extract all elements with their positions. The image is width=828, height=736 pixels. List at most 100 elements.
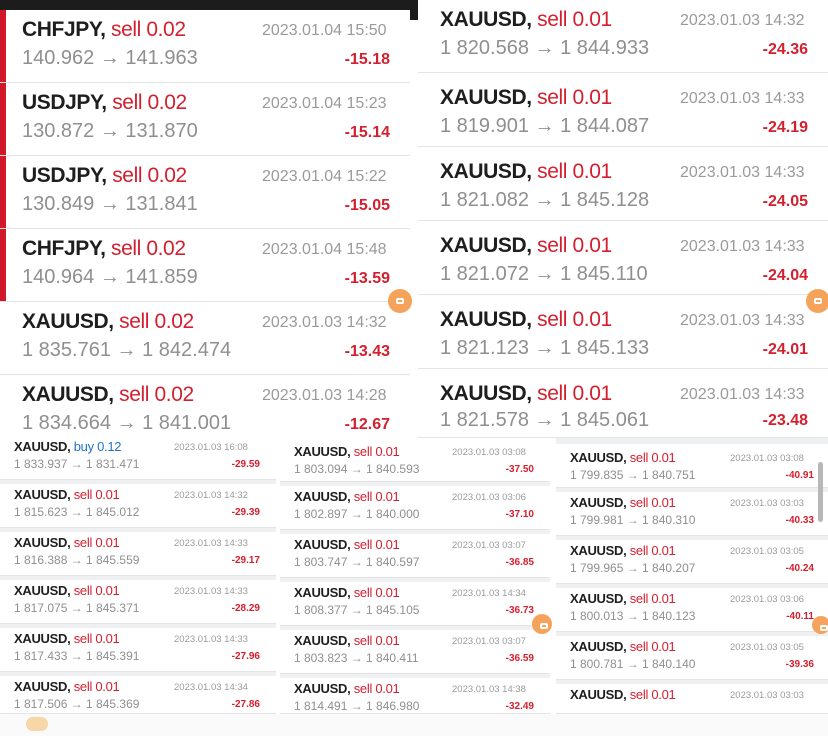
trade-datetime: 2023.01.04 15:48 — [262, 241, 387, 258]
trade-profit: -29.59 — [231, 459, 260, 470]
trade-symbol: XAUUSD, sell 0.01 — [294, 489, 400, 504]
trade-profit: -23.48 — [762, 412, 808, 429]
trade-row[interactable]: XAUUSD, sell 0.01 1 803.747 → 1 840.597 … — [280, 534, 550, 578]
trade-row[interactable]: XAUUSD, sell 0.01 1 821.082 → 1 845.128 … — [418, 147, 828, 221]
edit-icon[interactable] — [812, 616, 828, 634]
trade-symbol: XAUUSD, sell 0.01 — [440, 234, 612, 257]
edit-icon[interactable] — [388, 289, 412, 313]
trade-prices: 1 819.901 → 1 844.087 — [440, 115, 650, 137]
trade-symbol: XAUUSD, sell 0.01 — [294, 681, 400, 696]
trade-symbol: XAUUSD, sell 0.01 — [294, 585, 400, 600]
trade-action: sell 0.01 — [73, 535, 120, 550]
trade-profit: -15.14 — [344, 124, 390, 141]
trade-row[interactable]: XAUUSD, sell 0.01 1 800.781 → 1 840.140 … — [556, 636, 828, 680]
edit-icon[interactable] — [532, 614, 552, 634]
trade-prices: 1 799.835 → 1 840.751 — [570, 468, 696, 482]
trade-symbol: CHFJPY, sell 0.02 — [22, 237, 186, 260]
trade-profit: -13.59 — [344, 270, 390, 287]
trade-action: sell 0.01 — [353, 681, 400, 696]
trade-row[interactable]: XAUUSD, sell 0.01 1 817.075 → 1 845.371 … — [0, 580, 276, 624]
trade-prices: 1 833.937 → 1 831.471 — [14, 457, 140, 471]
trade-row[interactable]: XAUUSD, sell 0.01 1 802.897 → 1 840.000 … — [280, 486, 550, 530]
trade-datetime: 2023.01.03 03:06 — [452, 492, 526, 503]
trade-datetime: 2023.01.03 03:05 — [730, 642, 804, 653]
trade-prices: 1 803.823 → 1 840.411 — [294, 651, 419, 665]
trade-row[interactable]: XAUUSD, sell 0.01 1 817.506 → 1 845.369 … — [0, 676, 276, 714]
trade-row[interactable]: XAUUSD, sell 0.01 1 819.901 → 1 844.087 … — [418, 73, 828, 147]
trade-prices: 1 800.013 → 1 840.123 — [570, 609, 696, 623]
trade-profit: -24.01 — [762, 341, 808, 358]
trade-list-panel-2: XAUUSD, sell 0.01 1 820.568 → 1 844.933 … — [418, 0, 828, 438]
trade-prices: 1 814.491 → 1 846.980 — [294, 699, 420, 713]
trade-prices: 140.962 → 141.963 — [22, 47, 198, 69]
trade-profit: -15.05 — [344, 197, 390, 214]
trade-profit: -40.33 — [785, 515, 814, 526]
trade-row[interactable]: XAUUSD, sell 0.01 1 821.578 → 1 845.061 … — [418, 369, 828, 438]
trade-profit: -29.39 — [231, 507, 260, 518]
edit-icon[interactable] — [806, 289, 828, 313]
trade-profit: -27.96 — [231, 651, 260, 662]
trade-profit: -15.18 — [344, 51, 390, 68]
trade-datetime: 2023.01.03 03:03 — [730, 498, 804, 509]
trade-datetime: 2023.01.03 14:34 — [452, 588, 526, 599]
trade-action: sell 0.01 — [353, 489, 400, 504]
trade-prices: 1 821.082 → 1 845.128 — [440, 189, 650, 211]
trade-prices: 1 800.781 → 1 840.140 — [570, 657, 696, 671]
trade-action: sell 0.01 — [73, 631, 120, 646]
trade-row[interactable]: XAUUSD, sell 0.01 1 803.094 → 1 840.593 … — [280, 438, 550, 482]
trade-row[interactable]: XAUUSD, sell 0.01 1 799.965 → 1 840.207 … — [556, 540, 828, 584]
trade-symbol: XAUUSD, sell 0.01 — [294, 537, 400, 552]
trade-profit: -29.17 — [231, 555, 260, 566]
trade-row[interactable]: XAUUSD, buy 0.12 1 833.937 → 1 831.471 2… — [0, 438, 276, 480]
trade-row[interactable]: XAUUSD, sell 0.01 1 799.835 → 1 840.751 … — [556, 444, 828, 488]
trade-datetime: 2023.01.03 03:07 — [452, 636, 526, 647]
trade-action: sell 0.01 — [629, 450, 676, 465]
trade-row[interactable]: CHFJPY, sell 0.02 140.962 → 141.963 2023… — [0, 10, 410, 83]
trade-symbol: XAUUSD, sell 0.01 — [14, 487, 120, 502]
trade-prices: 130.872 → 131.870 — [22, 120, 198, 142]
trade-row[interactable]: USDJPY, sell 0.02 130.872 → 131.870 2023… — [0, 83, 410, 156]
scrollbar-thumb[interactable] — [818, 462, 823, 522]
trade-symbol: XAUUSD, sell 0.01 — [440, 382, 612, 405]
trade-row[interactable]: XAUUSD, sell 0.01 1 799.981 → 1 840.310 … — [556, 492, 828, 536]
bottom-bar — [0, 714, 828, 736]
trade-list-panel-1: CHFJPY, sell 0.02 140.962 → 141.963 2023… — [0, 10, 410, 438]
bottom-orange-icon — [26, 717, 48, 731]
trade-symbol: XAUUSD, sell 0.01 — [570, 687, 676, 702]
trade-row[interactable]: XAUUSD, sell 0.01 1 803.823 → 1 840.411 … — [280, 630, 550, 674]
trade-profit: -32.49 — [505, 701, 534, 712]
trade-datetime: 2023.01.03 14:33 — [174, 634, 248, 645]
trade-row[interactable]: XAUUSD, sell 0.01 2023.01.03 03:03 — [556, 684, 828, 714]
trade-action: buy 0.12 — [73, 439, 122, 454]
trade-prices: 1 803.747 → 1 840.597 — [294, 555, 420, 569]
trade-datetime: 2023.01.03 03:06 — [730, 594, 804, 605]
trade-prices: 1 821.123 → 1 845.133 — [440, 337, 650, 359]
trade-row[interactable]: XAUUSD, sell 0.02 1 834.664 → 1 841.001 … — [0, 375, 410, 438]
trade-action: sell 0.02 — [112, 91, 187, 114]
trade-row[interactable]: USDJPY, sell 0.02 130.849 → 131.841 2023… — [0, 156, 410, 229]
trade-symbol: XAUUSD, sell 0.02 — [22, 383, 194, 406]
trade-row[interactable]: XAUUSD, sell 0.02 1 835.761 → 1 842.474 … — [0, 302, 410, 375]
trade-row[interactable]: XAUUSD, sell 0.01 1 821.072 → 1 845.110 … — [418, 221, 828, 295]
trade-row[interactable]: XAUUSD, sell 0.01 1 814.491 → 1 846.980 … — [280, 678, 550, 714]
trade-row[interactable]: XAUUSD, sell 0.01 1 817.433 → 1 845.391 … — [0, 628, 276, 672]
trade-list-panel-4: XAUUSD, sell 0.01 1 803.094 → 1 840.593 … — [280, 438, 550, 714]
trade-profit: -39.36 — [785, 659, 814, 670]
trade-datetime: 2023.01.03 03:08 — [730, 453, 804, 464]
trade-row[interactable]: XAUUSD, sell 0.01 1 816.388 → 1 845.559 … — [0, 532, 276, 576]
trade-profit: -27.86 — [231, 699, 260, 710]
trade-profit: -13.43 — [344, 343, 390, 360]
trade-row[interactable]: XAUUSD, sell 0.01 1 820.568 → 1 844.933 … — [418, 0, 828, 73]
trade-row[interactable]: CHFJPY, sell 0.02 140.964 → 141.859 2023… — [0, 229, 410, 302]
trade-row[interactable]: XAUUSD, sell 0.01 1 821.123 → 1 845.133 … — [418, 295, 828, 369]
trade-datetime: 2023.01.03 14:32 — [680, 12, 805, 29]
trade-row[interactable]: XAUUSD, sell 0.01 1 808.377 → 1 845.105 … — [280, 582, 550, 626]
trade-action: sell 0.01 — [353, 585, 400, 600]
trade-prices: 1 820.568 → 1 844.933 — [440, 37, 650, 59]
trade-action: sell 0.01 — [629, 543, 676, 558]
trade-action: sell 0.02 — [119, 383, 194, 406]
trade-row[interactable]: XAUUSD, sell 0.01 1 800.013 → 1 840.123 … — [556, 588, 828, 632]
trade-prices: 1 799.981 → 1 840.310 — [570, 513, 696, 527]
trade-prices: 1 821.578 → 1 845.061 — [440, 409, 650, 431]
trade-row[interactable]: XAUUSD, sell 0.01 1 815.623 → 1 845.012 … — [0, 484, 276, 528]
